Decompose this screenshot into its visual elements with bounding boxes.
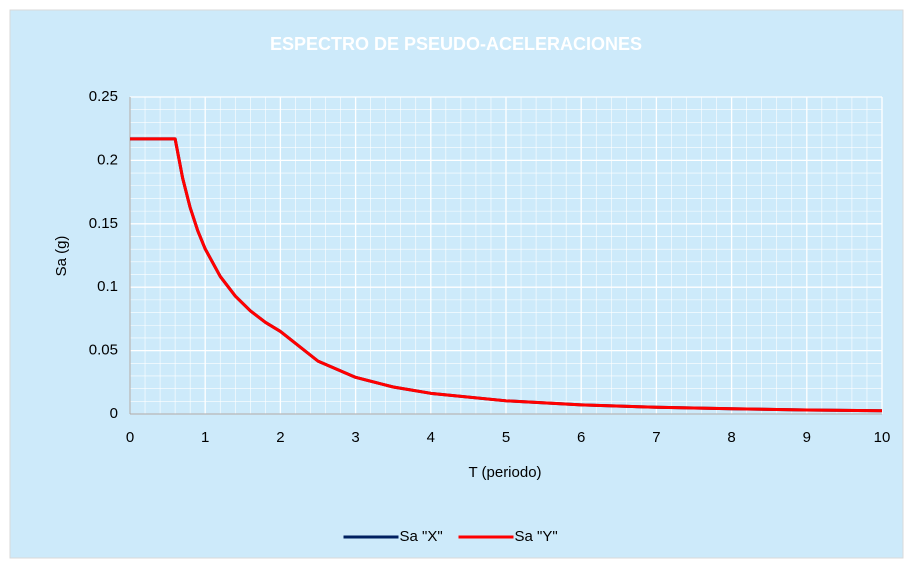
x-tick-label: 1	[201, 429, 209, 446]
y-tick-label: 0.1	[97, 278, 118, 295]
x-tick-label: 2	[276, 429, 284, 446]
chart-background	[9, 9, 904, 559]
chart-title: ESPECTRO DE PSEUDO-ACELERACIONES	[270, 34, 642, 54]
x-tick-label: 9	[803, 429, 811, 446]
x-tick-label: 8	[727, 429, 735, 446]
y-tick-label: 0.05	[89, 342, 118, 359]
y-tick-label: 0.2	[97, 151, 118, 168]
x-tick-label: 7	[652, 429, 660, 446]
legend-label: Sa "X"	[400, 528, 443, 545]
x-axis-label: T (periodo)	[468, 464, 541, 481]
x-tick-label: 0	[126, 429, 134, 446]
y-axis-label: Sa (g)	[53, 236, 70, 277]
x-tick-label: 3	[351, 429, 359, 446]
y-tick-label: 0.25	[89, 88, 118, 105]
x-tick-label: 5	[502, 429, 510, 446]
x-tick-label: 10	[874, 429, 891, 446]
y-tick-label: 0	[110, 405, 118, 422]
legend-label: Sa "Y"	[515, 528, 558, 545]
x-tick-label: 6	[577, 429, 585, 446]
y-tick-label: 0.15	[89, 215, 118, 232]
series-line	[130, 137, 883, 413]
x-tick-label: 4	[427, 429, 435, 446]
